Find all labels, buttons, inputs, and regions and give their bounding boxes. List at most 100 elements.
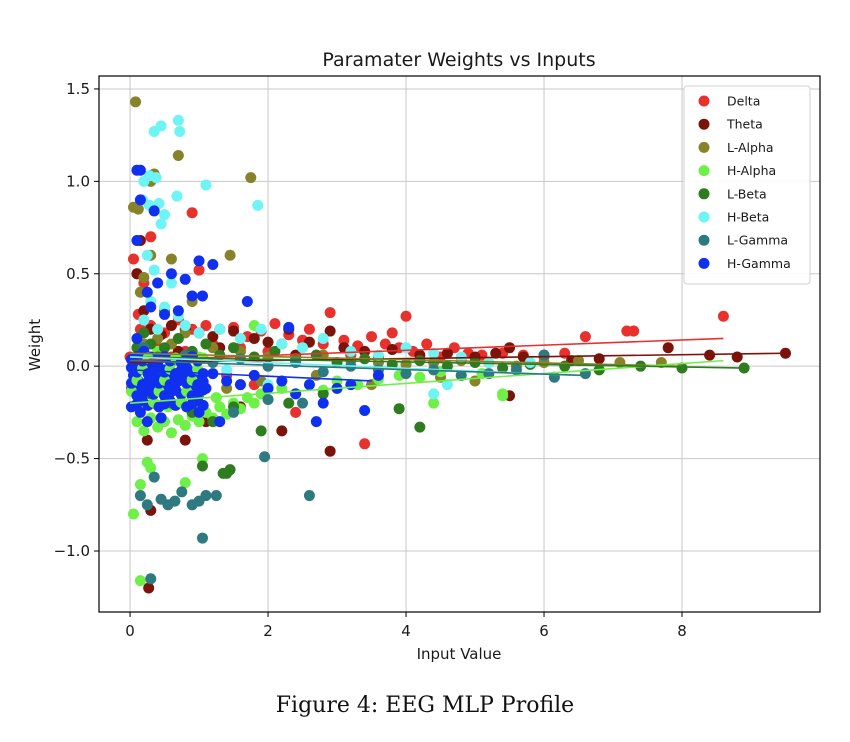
point-l-beta	[676, 362, 688, 374]
point-l-gamma	[228, 406, 240, 418]
point-h-alpha	[428, 397, 440, 409]
point-delta	[193, 264, 205, 276]
point-h-gamma	[165, 268, 177, 280]
point-theta	[207, 331, 219, 343]
point-l-beta	[196, 460, 208, 472]
point-h-gamma	[159, 308, 171, 320]
point-h-gamma	[134, 194, 146, 206]
point-h-alpha	[414, 371, 426, 383]
y-tick-label: 0.5	[66, 265, 90, 283]
point-l-beta	[159, 342, 171, 354]
data-points	[124, 96, 792, 594]
point-l-gamma	[169, 495, 181, 507]
point-h-gamma	[134, 164, 146, 176]
point-theta	[276, 425, 288, 437]
x-tick-label: 4	[401, 622, 411, 640]
point-theta	[490, 347, 502, 359]
point-theta	[141, 434, 153, 446]
trend-line-h-gamma	[130, 369, 372, 382]
point-l-gamma	[196, 532, 208, 544]
point-h-gamma	[262, 382, 274, 394]
point-l-gamma	[262, 393, 274, 405]
point-l-gamma	[145, 573, 157, 585]
y-axis-label: Weight	[26, 319, 44, 371]
point-h-beta	[174, 125, 186, 137]
point-theta	[504, 342, 516, 354]
y-tick-label: 1.0	[66, 172, 90, 190]
point-h-alpha	[214, 401, 226, 413]
point-h-beta	[141, 249, 153, 261]
point-theta	[662, 342, 674, 354]
point-h-gamma	[172, 305, 184, 317]
point-h-gamma	[317, 397, 329, 409]
legend: Delta Theta L-Alpha H-Alpha L-Beta H-Beta L-Ga…	[683, 85, 811, 285]
x-tick-label: 2	[263, 622, 273, 640]
point-l-beta	[283, 397, 295, 409]
legend-label-h-alpha: H-Alpha	[727, 163, 776, 178]
point-delta	[366, 331, 378, 343]
point-theta	[179, 434, 191, 446]
point-dense-cluster	[197, 399, 209, 411]
point-l-gamma	[148, 471, 160, 483]
point-h-gamma	[131, 332, 143, 344]
point-l-beta	[228, 342, 240, 354]
point-h-beta	[214, 323, 226, 335]
point-l-alpha	[138, 271, 150, 283]
point-theta	[593, 353, 605, 365]
point-h-gamma	[207, 259, 219, 271]
point-delta	[717, 310, 729, 322]
trend-line-delta	[130, 337, 724, 362]
point-h-beta	[165, 277, 177, 289]
point-h-alpha	[127, 508, 139, 520]
point-l-gamma	[210, 490, 222, 502]
point-h-gamma	[290, 388, 302, 400]
legend-label-l-alpha: L-Alpha	[727, 140, 774, 155]
point-h-gamma	[134, 406, 146, 418]
point-delta	[186, 207, 198, 219]
point-l-alpha	[245, 172, 257, 184]
point-delta	[386, 327, 398, 339]
point-h-gamma	[193, 255, 205, 267]
legend-marker-l-alpha	[698, 141, 710, 153]
point-l-gamma	[200, 490, 212, 502]
point-h-alpha	[248, 397, 260, 409]
point-l-beta	[310, 349, 322, 361]
point-h-gamma	[186, 290, 198, 302]
point-l-alpha	[165, 253, 177, 265]
point-h-alpha	[179, 477, 191, 489]
point-h-gamma	[221, 375, 233, 387]
point-h-gamma	[141, 286, 153, 298]
point-dense-cluster	[197, 376, 209, 388]
point-l-gamma	[303, 490, 315, 502]
y-tick-label: −0.5	[54, 450, 90, 468]
legend-label-l-beta: L-Beta	[727, 186, 767, 201]
point-l-gamma	[400, 368, 412, 380]
point-h-gamma	[359, 405, 371, 417]
point-delta	[324, 307, 336, 319]
point-h-gamma	[214, 416, 226, 428]
point-h-gamma	[148, 205, 160, 217]
point-h-gamma	[145, 301, 157, 313]
point-h-beta	[200, 179, 212, 191]
point-l-gamma	[259, 451, 271, 463]
point-theta	[165, 320, 177, 332]
point-l-gamma	[297, 397, 309, 409]
point-l-beta	[414, 421, 426, 433]
point-h-beta	[179, 320, 191, 332]
trend-line-l-gamma	[130, 359, 586, 377]
point-h-beta	[138, 314, 150, 326]
point-h-alpha	[134, 575, 146, 587]
legend-label-h-gamma: H-Gamma	[727, 256, 791, 271]
point-h-beta	[234, 332, 246, 344]
point-delta	[200, 320, 212, 332]
point-h-beta	[150, 172, 162, 184]
legend-marker-l-beta	[698, 188, 710, 200]
point-l-beta	[200, 338, 212, 350]
y-axis-ticks: −1.0 −0.5 0.0 0.5 1.0 1.5	[54, 80, 99, 560]
point-h-beta	[455, 351, 467, 363]
point-h-gamma	[310, 416, 322, 428]
point-h-beta	[483, 356, 495, 368]
point-l-beta	[559, 360, 571, 372]
legend-label-delta: Delta	[727, 94, 760, 109]
trend-line-l-alpha	[130, 352, 683, 367]
